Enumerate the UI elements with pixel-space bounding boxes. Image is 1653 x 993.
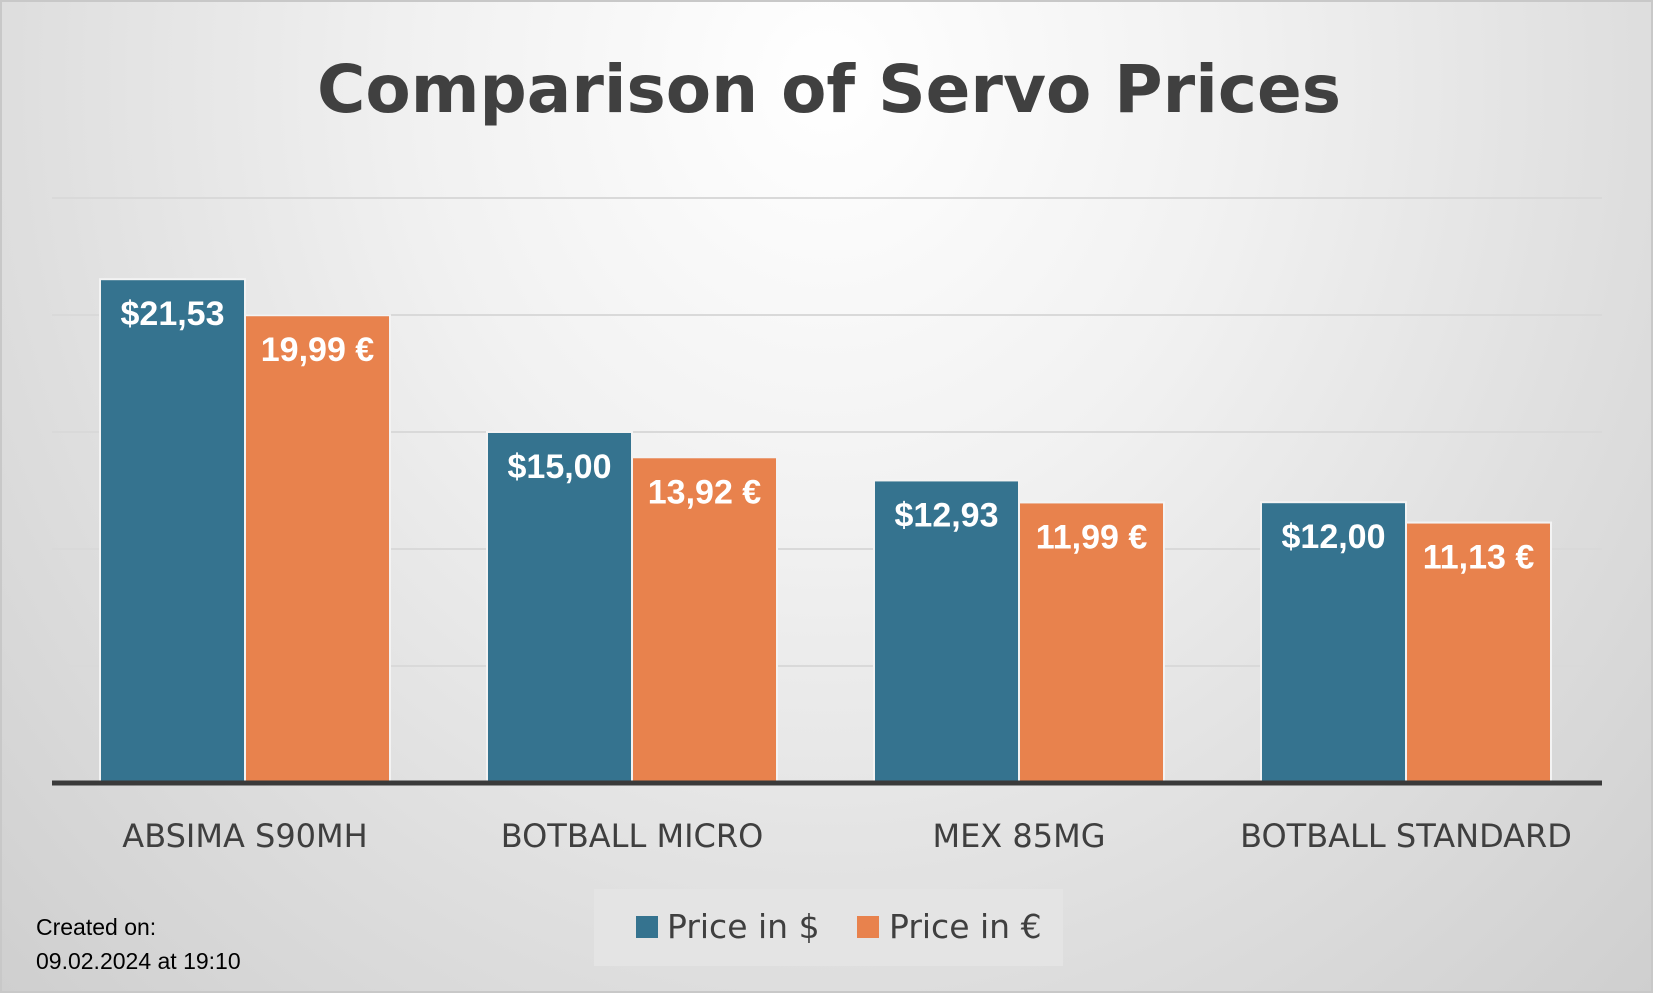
bar-eur: [244, 314, 391, 784]
category-label: MEX 85MG: [932, 817, 1105, 855]
data-label-usd: $15,00: [508, 448, 612, 486]
bar-eur: [1018, 501, 1165, 784]
category-label: BOTBALL MICRO: [501, 817, 764, 855]
legend-label-usd: Price in $: [667, 907, 820, 946]
legend-swatch-eur: [857, 916, 879, 938]
legend: Price in $ Price in €: [594, 889, 1063, 966]
data-label-eur: 19,99 €: [261, 331, 375, 369]
data-label-eur: 11,99 €: [1036, 518, 1148, 556]
legend-label-eur: Price in €: [889, 907, 1042, 946]
bar-usd: [873, 479, 1020, 784]
footnote-timestamp: 09.02.2024 at 19:10: [36, 948, 241, 974]
legend-swatch-usd: [636, 916, 658, 938]
data-label-eur: 13,92 €: [648, 473, 762, 511]
data-label-usd: $12,93: [895, 496, 999, 534]
category-label: ABSIMA S90MH: [122, 817, 367, 855]
footnote-created-label: Created on:: [36, 914, 156, 940]
bars: [99, 278, 1552, 784]
category-label: BOTBALL STANDARD: [1240, 817, 1572, 855]
category-labels: ABSIMA S90MH BOTBALL MICRO MEX 85MG BOTBALL…: [122, 817, 1572, 855]
chart-title: Comparison of Servo Prices: [317, 51, 1341, 128]
bar-usd: [99, 278, 246, 784]
bar-eur: [1405, 521, 1552, 784]
bar-usd: [1260, 501, 1407, 784]
legend-background: [594, 889, 1063, 966]
data-label-eur: 11,13 €: [1423, 539, 1535, 577]
data-label-usd: $21,53: [121, 295, 225, 333]
data-label-usd: $12,00: [1282, 518, 1386, 556]
bar-eur: [631, 456, 778, 784]
bar-labels: $21,53 $15,00 $12,93 $12,00 19,99 € 13,92 € 11…: [121, 295, 1535, 576]
